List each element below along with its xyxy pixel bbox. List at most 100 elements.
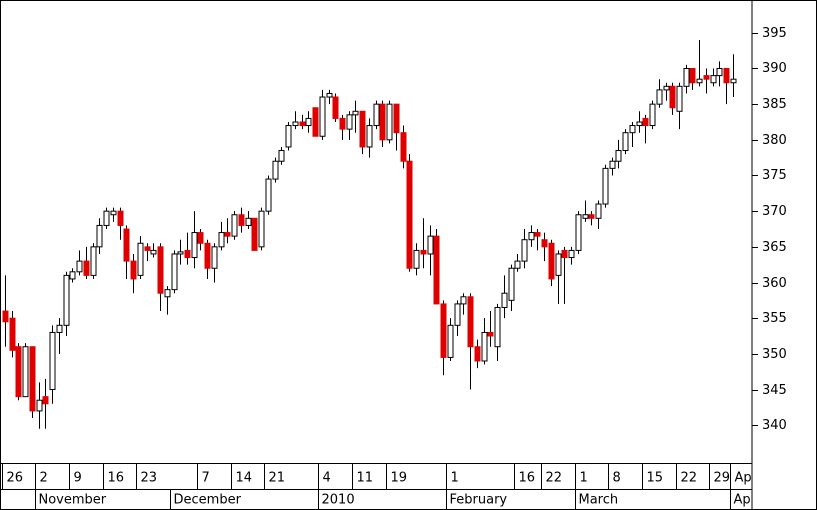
x-tick-label: 21 [269,471,286,486]
candle-body [703,75,710,80]
candle-body [96,224,103,248]
candle-body [514,260,521,269]
candle-body [211,246,218,269]
candle-body [642,117,649,127]
candle-body [204,242,211,269]
candle-body [474,346,481,362]
candle-body [710,75,717,84]
candle-body [150,249,157,255]
candle-body [447,324,454,358]
y-tick-label: 345 [762,383,787,398]
candle-body [454,303,461,326]
month-label: November [39,493,107,508]
x-tick-label: 8 [613,471,621,486]
candle-body [541,239,548,248]
candle-body [29,346,36,412]
candle-body [656,89,663,105]
candle-body [285,125,292,148]
x-tick-label: 15 [647,471,664,486]
x-tick-label: 7 [202,471,210,486]
candle-body [696,78,703,84]
y-tick-label: 375 [762,168,787,183]
candle-body [272,160,279,180]
candle-body [366,125,373,148]
candle-body [615,150,622,162]
candle-body [595,203,602,219]
candle-body [636,121,643,127]
candle-body [406,160,413,269]
candle-body [238,214,245,226]
y-tick-label: 380 [762,133,787,148]
candle-body [689,67,696,84]
y-tick-label: 385 [762,97,787,112]
candle-body [575,214,582,251]
candle-body [649,103,656,127]
candle-body [22,346,29,398]
candle-body [278,150,285,162]
candle-body [663,85,670,91]
candle-body [339,117,346,130]
candle-body [669,85,676,109]
month-label: December [174,493,242,508]
candle-body [460,296,467,305]
candle-body [69,271,76,280]
x-tick-label: Ap [735,471,752,486]
candle-body [487,331,494,337]
candle-body [9,317,16,351]
x-tick-label: 22 [681,471,698,486]
candle-body [629,125,636,134]
candle-body [508,267,515,301]
y-tick-label: 340 [762,418,787,433]
x-tick-label: 2 [40,471,48,486]
candle-body [602,167,609,205]
x-tick-label: 1 [580,471,588,486]
candle-body [171,253,178,291]
candle-body [400,132,407,162]
x-tick-label: 16 [108,471,125,486]
candle-body [582,214,589,219]
candle-body [63,274,70,326]
plot: 26 2 9 16 23 7 14 21 4 11 19 1 16 22 1 8 15 22 29 ApNovembe… [2,39,752,510]
candle-body [42,396,49,405]
y-tick-label: 390 [762,61,787,76]
candle-body [265,178,272,212]
y-tick-label: 395 [762,26,787,41]
candle-body [379,103,386,141]
month-label: February [450,493,508,508]
candle-body [723,67,730,84]
month-label: 2010 [322,493,355,508]
candle-body [117,210,124,226]
candle-body [716,67,723,77]
candle-body [90,246,97,276]
candle-body [393,103,400,134]
candle-body [420,249,427,255]
candle-body [2,310,9,323]
candle-body [528,232,535,241]
candle-body [184,249,191,259]
y-tick-label: 370 [762,204,787,219]
candle-body [352,110,359,116]
candle-body [83,260,90,276]
x-tick-label: 11 [357,471,374,486]
x-tick-label: 19 [391,471,408,486]
candle-body [683,67,690,87]
candle-body [191,232,198,259]
x-tick-label: 14 [236,471,253,486]
candle-body [292,121,299,127]
candle-body [413,249,420,269]
candle-body [164,289,171,298]
x-tick-label: 23 [141,471,158,486]
candle-body [218,232,225,248]
candle-body [676,85,683,112]
candle-body [534,232,541,237]
candle-body [481,331,488,362]
candle-body [386,103,393,141]
candle-body [346,114,353,130]
candle-body [224,232,231,237]
candle-body [103,210,110,226]
candle-body [110,210,117,216]
candle-body [177,251,184,255]
candle-body [588,214,595,219]
x-tick-label: 26 [7,471,24,486]
candle-body [56,324,63,333]
